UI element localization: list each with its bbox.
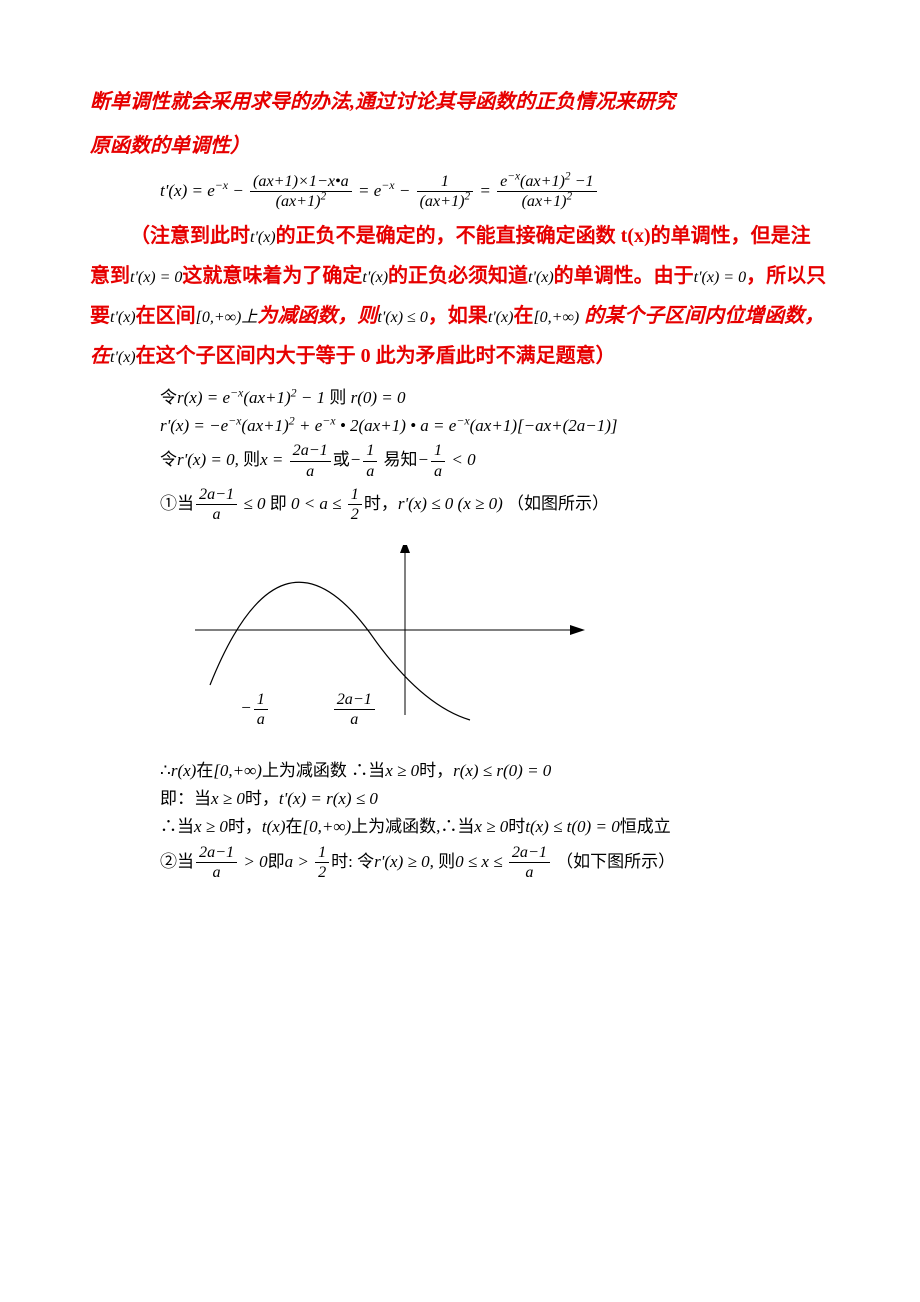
intro-l1: 断单调性就会采用求导的办法,通过讨论其导函数的正负情况来研究 (90, 91, 675, 113)
case-2: ②当2a−1a > 0即a > 12时: 令r'(x) ≥ 0, 则0 ≤ x … (160, 843, 830, 883)
x-arrow-icon (570, 625, 585, 635)
root-label-2: 2a−1a (314, 689, 394, 729)
y-arrow-icon (400, 545, 410, 553)
eq-rprime-zero: 令r'(x) = 0, 则x = 2a−1a或−1a 易知−1a < 0 (160, 441, 830, 481)
conclusion-l2: 即：当x ≥ 0时，t'(x) = r(x) ≤ 0 (160, 787, 830, 811)
eq-r-def: 令r(x) = e−x(ax+1)2 − 1 则 r(0) = 0 (160, 386, 830, 410)
root-label-1: −1a (200, 689, 310, 729)
intro-paragraph: 断单调性就会采用求导的办法,通过讨论其导函数的正负情况来研究 原函数的单调性） (90, 80, 830, 168)
parabola-diagram: −1a 2a−1a (190, 545, 830, 730)
analysis-paragraph: （注意到此时t'(x)的正负不是确定的，不能直接确定函数 t(x)的单调性，但是… (90, 216, 830, 376)
case-1: ①当2a−1a ≤ 0 即 0 < a ≤ 12时，r'(x) ≤ 0 (x ≥… (160, 485, 830, 525)
eq-tprime: t'(x) = e−x − (ax+1)×1−x•a(ax+1)2 = e−x … (160, 172, 830, 212)
conclusion-l3: ∴当x ≥ 0时，t(x)在[0,+∞)上为减函数,∴当x ≥ 0时t(x) ≤… (160, 815, 830, 839)
eq-rprime: r'(x) = −e−x(ax+1)2 + e−x • 2(ax+1) • a … (160, 414, 830, 438)
intro-l2: 原函数的单调性） (90, 135, 250, 157)
conclusion-l1: ∴r(x)在[0,+∞)上为减函数 ∴当x ≥ 0时，r(x) ≤ r(0) =… (160, 759, 830, 783)
